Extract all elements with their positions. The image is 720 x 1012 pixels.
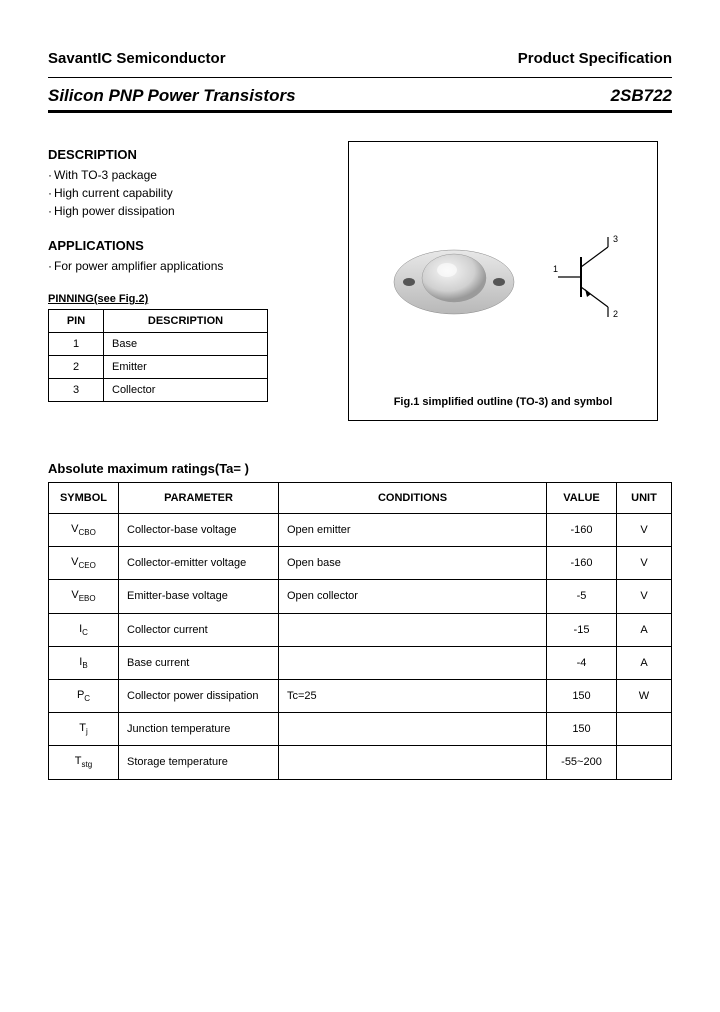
table-row: VCBOCollector-base voltageOpen emitter-1… [49, 514, 672, 547]
ratings-heading: Absolute maximum ratings(Ta= ) [48, 461, 672, 476]
symbol-cell: VCEO [49, 547, 119, 580]
unit-cell: V [617, 514, 672, 547]
value-cell: -55~200 [547, 746, 617, 779]
pin-col-header: PIN [49, 310, 104, 333]
symbol-cell: VEBO [49, 580, 119, 613]
symbol-pin-3: 3 [613, 234, 618, 244]
symbol-pin-1: 1 [553, 264, 558, 274]
symbol-cell: Tstg [49, 746, 119, 779]
parameter-cell: Collector power dissipation [119, 679, 279, 712]
doc-type: Product Specification [518, 50, 672, 67]
conditions-cell [279, 646, 547, 679]
table-row: VCEOCollector-emitter voltageOpen base-1… [49, 547, 672, 580]
product-line: Silicon PNP Power Transistors [48, 86, 296, 106]
table-row: 2 Emitter [49, 356, 268, 379]
pinning-heading: PINNING(see Fig.2) [48, 293, 328, 305]
col-unit: UNIT [617, 483, 672, 514]
figure-caption: Fig.1 simplified outline (TO-3) and symb… [349, 396, 657, 408]
header-row: SavantIC Semiconductor Product Specifica… [48, 50, 672, 67]
pin-desc: Emitter [104, 356, 268, 379]
main-area: DESCRIPTION With TO-3 package High curre… [48, 141, 672, 421]
value-cell: -5 [547, 580, 617, 613]
unit-cell: A [617, 613, 672, 646]
table-row: PCCollector power dissipationTc=25150W [49, 679, 672, 712]
col-conditions: CONDITIONS [279, 483, 547, 514]
unit-cell: W [617, 679, 672, 712]
ratings-table: SYMBOL PARAMETER CONDITIONS VALUE UNIT V… [48, 482, 672, 780]
pin-number: 3 [49, 379, 104, 402]
pin-desc: Base [104, 333, 268, 356]
table-row: IBBase current -4A [49, 646, 672, 679]
part-number: 2SB722 [611, 86, 672, 106]
unit-cell: V [617, 547, 672, 580]
applications-heading: APPLICATIONS [48, 238, 328, 253]
col-parameter: PARAMETER [119, 483, 279, 514]
value-cell: 150 [547, 713, 617, 746]
col-symbol: SYMBOL [49, 483, 119, 514]
description-item: With TO-3 package [48, 166, 328, 184]
parameter-cell: Collector-base voltage [119, 514, 279, 547]
applications-list: For power amplifier applications [48, 257, 328, 275]
table-header-row: PIN DESCRIPTION [49, 310, 268, 333]
desc-col-header: DESCRIPTION [104, 310, 268, 333]
conditions-cell: Open emitter [279, 514, 547, 547]
right-column: 1 3 2 Fig.1 simplified outline (TO-3) an… [348, 141, 672, 421]
unit-cell [617, 746, 672, 779]
value-cell: -15 [547, 613, 617, 646]
value-cell: 150 [547, 679, 617, 712]
applications-item: For power amplifier applications [48, 257, 328, 275]
symbol-cell: IC [49, 613, 119, 646]
parameter-cell: Emitter-base voltage [119, 580, 279, 613]
table-row: 3 Collector [49, 379, 268, 402]
description-list: With TO-3 package High current capabilit… [48, 166, 328, 220]
conditions-cell: Tc=25 [279, 679, 547, 712]
title-row: Silicon PNP Power Transistors 2SB722 [48, 86, 672, 106]
ratings-header-row: SYMBOL PARAMETER CONDITIONS VALUE UNIT [49, 483, 672, 514]
col-value: VALUE [547, 483, 617, 514]
parameter-cell: Storage temperature [119, 746, 279, 779]
symbol-cell: Tj [49, 713, 119, 746]
table-row: TjJunction temperature 150 [49, 713, 672, 746]
description-heading: DESCRIPTION [48, 147, 328, 162]
conditions-cell: Open base [279, 547, 547, 580]
pin-number: 1 [49, 333, 104, 356]
table-row: ICCollector current -15A [49, 613, 672, 646]
parameter-cell: Junction temperature [119, 713, 279, 746]
to3-package-icon [389, 232, 519, 322]
conditions-cell [279, 713, 547, 746]
conditions-cell: Open collector [279, 580, 547, 613]
table-row: 1 Base [49, 333, 268, 356]
conditions-cell [279, 746, 547, 779]
symbol-pin-2: 2 [613, 309, 618, 319]
pin-number: 2 [49, 356, 104, 379]
parameter-cell: Collector-emitter voltage [119, 547, 279, 580]
unit-cell [617, 713, 672, 746]
pinning-table: PIN DESCRIPTION 1 Base 2 Emitter 3 Colle… [48, 309, 268, 402]
symbol-cell: VCBO [49, 514, 119, 547]
conditions-cell [279, 613, 547, 646]
description-item: High power dissipation [48, 202, 328, 220]
left-column: DESCRIPTION With TO-3 package High curre… [48, 141, 328, 421]
value-cell: -160 [547, 514, 617, 547]
company-name: SavantIC Semiconductor [48, 50, 226, 67]
figure-box: 1 3 2 Fig.1 simplified outline (TO-3) an… [348, 141, 658, 421]
value-cell: -160 [547, 547, 617, 580]
description-item: High current capability [48, 184, 328, 202]
pnp-transistor-symbol-icon: 1 3 2 [553, 232, 633, 322]
rule-thick [48, 110, 672, 113]
table-row: VEBOEmitter-base voltageOpen collector-5… [49, 580, 672, 613]
symbol-cell: IB [49, 646, 119, 679]
rule-thin-top [48, 77, 672, 78]
unit-cell: V [617, 580, 672, 613]
pin-desc: Collector [104, 379, 268, 402]
parameter-cell: Base current [119, 646, 279, 679]
value-cell: -4 [547, 646, 617, 679]
table-row: TstgStorage temperature -55~200 [49, 746, 672, 779]
parameter-cell: Collector current [119, 613, 279, 646]
symbol-cell: PC [49, 679, 119, 712]
unit-cell: A [617, 646, 672, 679]
